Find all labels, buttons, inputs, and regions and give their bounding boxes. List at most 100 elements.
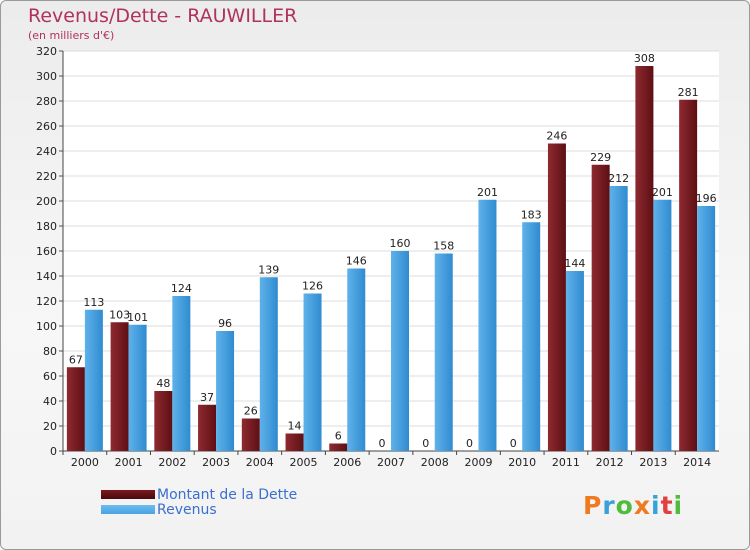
bar-revenus xyxy=(522,222,541,451)
y-tick-label: 140 xyxy=(36,270,57,283)
bar-revenus xyxy=(391,251,409,451)
value-label-revenus: 101 xyxy=(127,311,148,324)
bar-revenus xyxy=(128,324,147,451)
bar-dette xyxy=(285,433,304,451)
chart-title: Revenus/Dette - RAUWILLER xyxy=(28,5,298,27)
logo-letter: i xyxy=(673,491,684,520)
y-tick-label: 320 xyxy=(36,45,57,58)
bar-dette xyxy=(635,66,654,451)
bar-revenus xyxy=(434,253,453,451)
y-tick-label: 40 xyxy=(43,395,57,408)
value-label-revenus: 96 xyxy=(218,317,232,330)
bar-dette xyxy=(110,322,129,451)
x-tick-label: 2012 xyxy=(596,456,624,469)
logo-letter: t xyxy=(660,491,674,520)
y-tick-label: 240 xyxy=(36,145,57,158)
value-label-dette: 6 xyxy=(335,430,342,443)
value-label-dette: 14 xyxy=(288,420,302,433)
y-tick-label: 200 xyxy=(36,195,57,208)
x-tick-label: 2005 xyxy=(290,456,318,469)
logo-letter: o xyxy=(615,491,634,520)
bar-revenus xyxy=(216,331,235,451)
bar-dette xyxy=(547,143,566,451)
bar-revenus xyxy=(653,199,672,451)
bar-revenus xyxy=(478,199,497,451)
x-tick-label: 2006 xyxy=(333,456,361,469)
value-label-revenus: 144 xyxy=(564,257,585,270)
bar-revenus xyxy=(347,268,366,451)
x-tick-label: 2009 xyxy=(464,456,492,469)
y-tick-label: 300 xyxy=(36,70,57,83)
value-label-revenus: 139 xyxy=(258,263,279,276)
value-label-revenus: 158 xyxy=(433,240,454,253)
y-tick-label: 280 xyxy=(36,95,57,108)
bar-dette xyxy=(241,418,260,451)
bar-dette xyxy=(591,164,610,451)
logo-letter: r xyxy=(602,491,616,520)
x-tick-label: 2002 xyxy=(158,456,186,469)
bar-revenus xyxy=(84,309,103,451)
value-label-revenus: 126 xyxy=(302,280,323,293)
x-tick-label: 2004 xyxy=(246,456,274,469)
y-tick-label: 120 xyxy=(36,295,57,308)
value-label-revenus: 196 xyxy=(696,192,717,205)
y-tick-label: 160 xyxy=(36,245,57,258)
x-tick-label: 2014 xyxy=(683,456,711,469)
value-label-revenus: 201 xyxy=(652,186,673,199)
value-label-revenus: 160 xyxy=(390,237,411,250)
bar-dette xyxy=(154,391,173,451)
y-tick-label: 260 xyxy=(36,120,57,133)
legend-label-revenus: Revenus xyxy=(157,501,217,518)
bar-revenus xyxy=(565,271,584,451)
value-label-dette: 229 xyxy=(590,151,611,164)
bar-dette xyxy=(679,99,698,451)
bar-revenus xyxy=(609,186,628,451)
value-label-revenus: 212 xyxy=(608,172,629,185)
logo-letter: x xyxy=(633,491,651,520)
y-tick-label: 0 xyxy=(50,445,57,458)
x-tick-label: 2013 xyxy=(639,456,667,469)
value-label-dette: 246 xyxy=(546,130,567,143)
value-label-dette: 0 xyxy=(466,437,473,450)
value-label-dette: 48 xyxy=(156,377,170,390)
y-tick-label: 20 xyxy=(43,420,57,433)
value-label-dette: 26 xyxy=(244,405,258,418)
x-tick-label: 2007 xyxy=(377,456,405,469)
proxiti-logo: Proxiti xyxy=(583,491,683,520)
x-tick-label: 2011 xyxy=(552,456,580,469)
value-label-dette: 103 xyxy=(109,308,130,321)
y-tick-label: 80 xyxy=(43,345,57,358)
value-label-revenus: 146 xyxy=(346,255,367,268)
legend: Montant de la Dette Revenus xyxy=(101,486,298,518)
y-tick-label: 60 xyxy=(43,370,57,383)
x-tick-label: 2010 xyxy=(508,456,536,469)
value-label-revenus: 113 xyxy=(83,296,104,309)
value-label-dette: 67 xyxy=(69,353,83,366)
legend-swatch-revenus xyxy=(101,505,155,514)
value-label-dette: 0 xyxy=(379,437,386,450)
logo-letter: P xyxy=(583,491,603,520)
y-tick-label: 180 xyxy=(36,220,57,233)
x-tick-label: 2003 xyxy=(202,456,230,469)
y-tick-label: 220 xyxy=(36,170,57,183)
bar-revenus xyxy=(259,277,278,451)
logo-letter: i xyxy=(651,491,661,520)
legend-item-dette: Montant de la Dette xyxy=(101,486,298,503)
legend-item-revenus: Revenus xyxy=(101,501,297,518)
chart-subtitle: (en milliers d'€) xyxy=(28,29,115,42)
value-label-revenus: 124 xyxy=(171,282,192,295)
legend-label-dette: Montant de la Dette xyxy=(157,486,298,503)
value-label-revenus: 201 xyxy=(477,186,498,199)
value-label-dette: 0 xyxy=(510,437,517,450)
value-label-dette: 281 xyxy=(678,86,699,99)
value-label-dette: 37 xyxy=(200,391,214,404)
x-tick-label: 2001 xyxy=(115,456,143,469)
value-label-dette: 0 xyxy=(422,437,429,450)
bar-revenus xyxy=(697,206,716,451)
legend-swatch-dette xyxy=(101,490,155,499)
x-tick-label: 2008 xyxy=(421,456,449,469)
bar-dette xyxy=(198,404,217,451)
value-label-dette: 308 xyxy=(634,52,655,65)
